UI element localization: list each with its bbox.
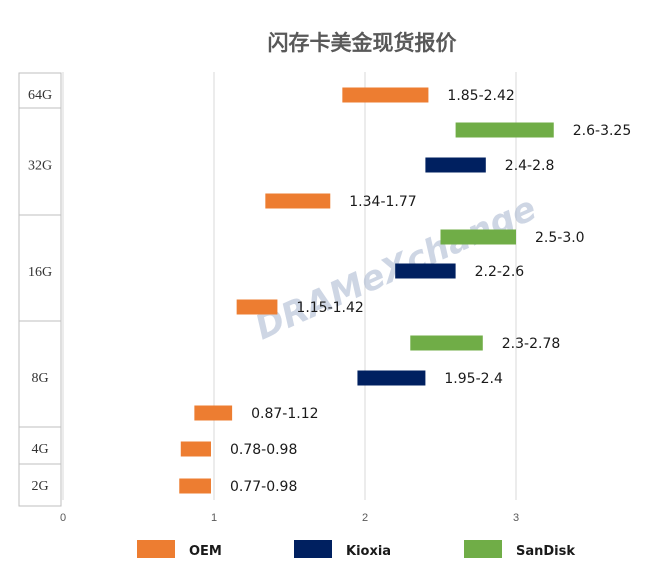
grid [62,72,517,500]
x-tick-label: 0 [60,512,66,524]
bar [180,441,211,457]
x-tick-label: 2 [362,512,368,524]
bars [179,87,554,494]
category-box [18,426,62,470]
legend-label: OEM [189,544,222,559]
category-label: 16G [28,265,52,280]
bar-label: 1.95-2.4 [444,371,503,387]
bar [425,157,486,173]
bar [179,478,211,494]
bar-label: 0.77-0.98 [230,479,297,495]
bar [455,122,554,138]
bar [440,229,516,245]
bar [357,370,426,386]
bar-label: 2.3-2.78 [502,336,561,352]
bar [236,299,278,315]
bar-labels: 1.85-2.42 2.6-3.25 2.4-2.8 1.34-1.77 2.5-3.0… [230,88,631,495]
category-label: 32G [28,159,52,174]
x-axis-ticks: 0 1 2 3 [60,512,519,524]
bar-label: 0.87-1.12 [251,406,318,422]
legend-swatch [464,540,502,558]
bar-label: 2.2-2.6 [475,264,525,280]
bar-label: 2.6-3.25 [573,123,632,139]
category-boxes: 64G 32G 16G 8G 4G 2G [18,72,62,507]
legend-label: Kioxia [346,544,391,559]
bar-label: 1.34-1.77 [349,194,416,210]
bar-label: 0.78-0.98 [230,442,297,458]
bar [342,87,429,103]
legend: OEM Kioxia SanDisk [137,540,575,559]
category-box [18,463,62,507]
x-tick-label: 3 [513,512,519,524]
category-label: 64G [28,88,52,103]
bar-label: 2.5-3.0 [535,230,585,246]
category-label: 4G [31,442,48,457]
bar [395,263,456,279]
category-box [18,214,62,328]
legend-label: SanDisk [516,544,575,559]
bar-label: 1.15-1.42 [296,300,363,316]
category-label: 2G [31,479,48,494]
bar-label: 2.4-2.8 [505,158,555,174]
category-box [18,320,62,434]
bar [410,335,483,351]
bar [194,405,233,421]
bar [265,193,331,209]
legend-swatch [294,540,332,558]
category-box [18,107,62,222]
legend-swatch [137,540,175,558]
bar-label: 1.85-2.42 [447,88,514,104]
chart-title: 闪存卡美金现货报价 [268,31,458,55]
category-label: 8G [31,371,48,386]
x-tick-label: 1 [211,512,217,524]
